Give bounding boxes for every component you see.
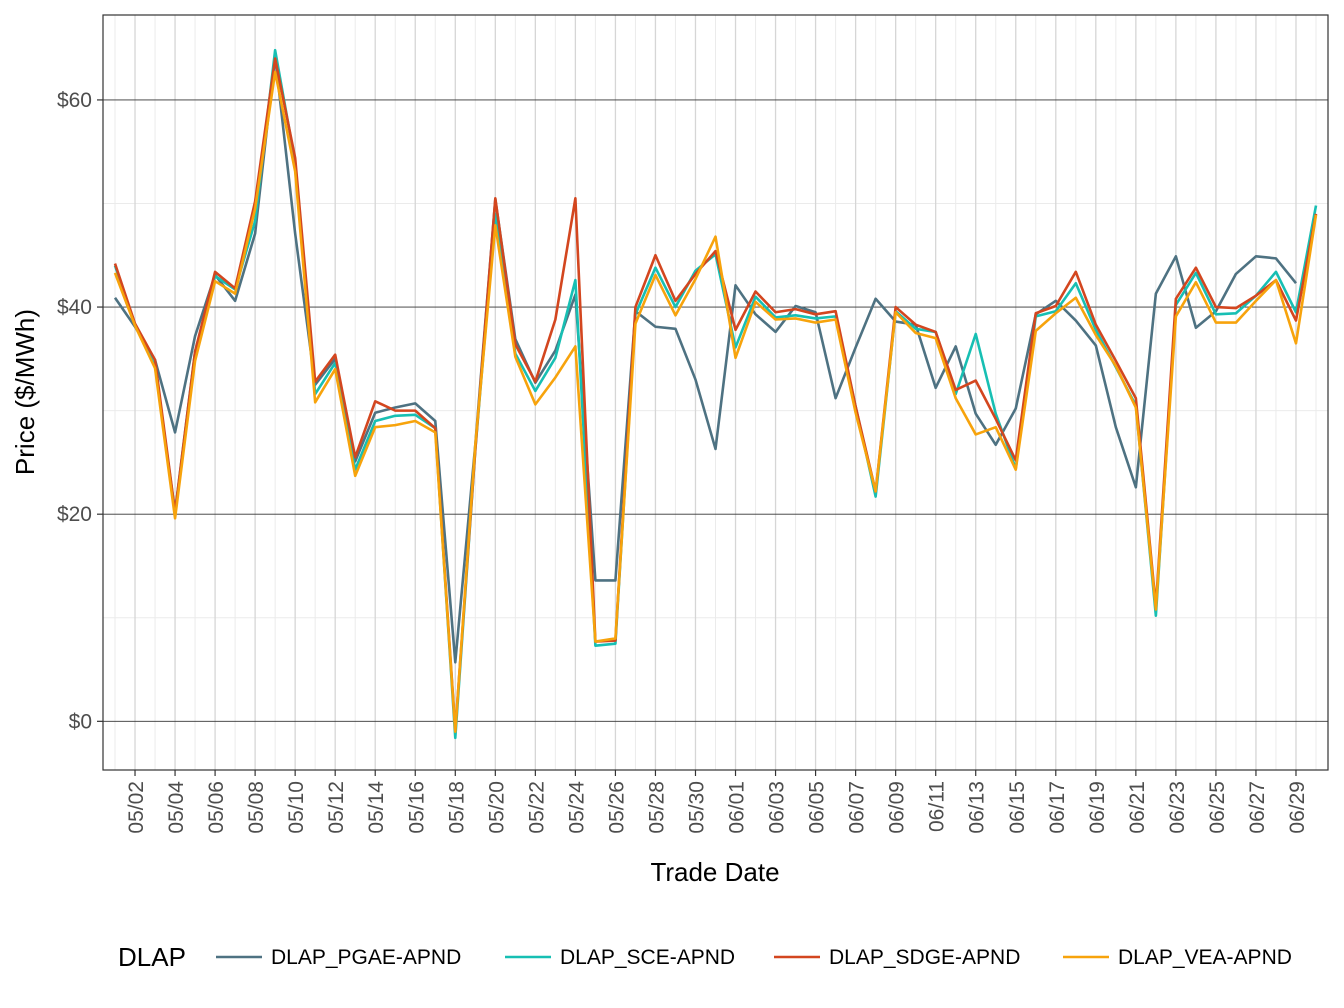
legend-item-sdge: DLAP_SDGE-APND bbox=[774, 946, 1020, 969]
x-tick-label: 06/17 bbox=[1046, 781, 1069, 834]
x-tick-label: 05/24 bbox=[565, 781, 588, 834]
series-line-dlap_sdge-apnd bbox=[113, 57, 1318, 732]
legend-label-sce: DLAP_SCE-APND bbox=[560, 946, 735, 969]
legend: DLAP DLAP_PGAE-APND DLAP_SCE-APND DLAP_S… bbox=[118, 942, 1292, 972]
x-tick-label: 06/23 bbox=[1166, 781, 1189, 834]
x-tick-label: 06/29 bbox=[1286, 781, 1309, 834]
x-tick-label: 06/15 bbox=[1006, 781, 1029, 834]
y-axis: $0 $20 $40 $60 bbox=[57, 89, 103, 733]
x-tick-label: 05/06 bbox=[205, 781, 228, 834]
x-tick-label: 05/28 bbox=[645, 781, 668, 834]
y-tick-label: $40 bbox=[57, 296, 92, 319]
major-gridlines bbox=[103, 15, 1328, 770]
plot-border bbox=[102, 14, 1329, 771]
x-tick-label: 05/16 bbox=[405, 781, 428, 834]
series-line-dlap_vea-apnd bbox=[113, 70, 1318, 733]
legend-label-vea: DLAP_VEA-APND bbox=[1118, 946, 1292, 969]
x-tick-label: 05/02 bbox=[125, 781, 148, 834]
series-lines bbox=[113, 48, 1318, 740]
x-tick-label: 06/21 bbox=[1126, 781, 1149, 834]
x-tick-label: 06/07 bbox=[846, 781, 869, 834]
x-tick-label: 05/08 bbox=[245, 781, 268, 834]
legend-item-sce: DLAP_SCE-APND bbox=[505, 946, 735, 969]
x-tick-label: 05/20 bbox=[485, 781, 508, 834]
x-tick-label: 06/05 bbox=[806, 781, 829, 834]
legend-item-vea: DLAP_VEA-APND bbox=[1063, 946, 1292, 969]
x-tick-label: 06/25 bbox=[1206, 781, 1229, 834]
x-tick-label: 06/19 bbox=[1086, 781, 1109, 834]
x-tick-label: 06/13 bbox=[966, 781, 989, 834]
x-tick-label: 06/01 bbox=[726, 781, 749, 834]
legend-item-pgae: DLAP_PGAE-APND bbox=[216, 946, 461, 969]
x-tick-label: 05/30 bbox=[685, 781, 708, 834]
x-tick-label: 05/04 bbox=[165, 781, 188, 834]
legend-title: DLAP bbox=[118, 942, 186, 972]
x-axis-title: Trade Date bbox=[650, 857, 779, 887]
y-tick-label: $20 bbox=[57, 503, 92, 526]
x-tick-label: 05/10 bbox=[285, 781, 308, 834]
x-tick-label: 05/22 bbox=[525, 781, 548, 834]
y-tick-label: $0 bbox=[69, 710, 92, 733]
x-tick-label: 06/11 bbox=[926, 781, 949, 832]
y-tick-label: $60 bbox=[57, 89, 92, 112]
x-tick-label: 06/27 bbox=[1246, 781, 1269, 834]
x-axis: 05/02 05/04 05/06 05/08 05/10 05/12 05/14 05/16… bbox=[125, 770, 1309, 834]
legend-label-sdge: DLAP_SDGE-APND bbox=[829, 946, 1020, 969]
x-tick-label: 05/18 bbox=[445, 781, 468, 834]
legend-label-pgae: DLAP_PGAE-APND bbox=[271, 946, 461, 969]
x-tick-label: 06/09 bbox=[886, 781, 909, 834]
x-tick-label: 05/12 bbox=[325, 781, 348, 834]
x-tick-label: 06/03 bbox=[766, 781, 789, 834]
y-axis-title: Price ($/MWh) bbox=[10, 309, 40, 475]
x-tick-label: 05/14 bbox=[365, 781, 388, 834]
x-tick-label: 05/26 bbox=[605, 781, 628, 834]
